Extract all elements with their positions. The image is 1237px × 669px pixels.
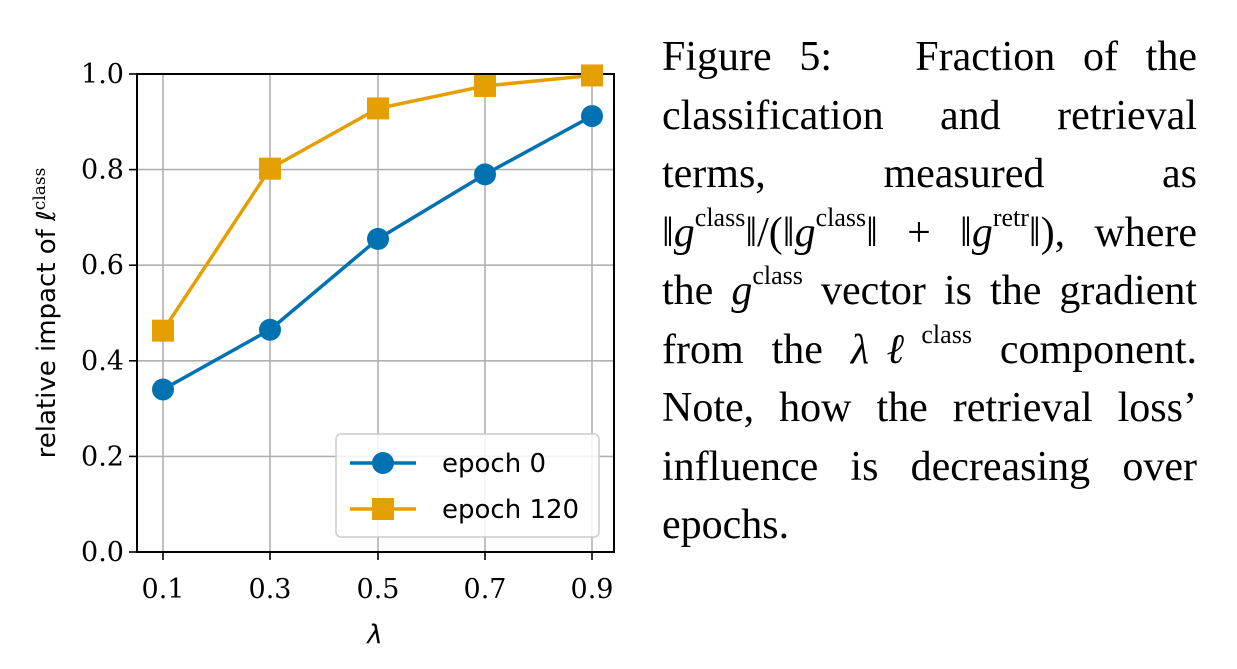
series-layer [152, 64, 603, 401]
caption-sup-class2: class [815, 202, 867, 232]
caption-math-g4: g [731, 268, 753, 314]
x-axis-ticks: 0.1 0.3 0.5 0.7 0.9 [142, 552, 614, 605]
caption-text-3: ‖ + ‖ [866, 209, 972, 256]
data-point [581, 64, 603, 87]
data-point [259, 318, 281, 341]
caption-text-5: vector is the gradient from the [662, 268, 1198, 373]
caption-sup-class1: class [694, 202, 746, 232]
figure-caption: Figure 5: Fraction of the classification… [662, 28, 1197, 555]
data-point [367, 227, 389, 250]
y-tick-label: 0.4 [81, 346, 124, 377]
data-point [152, 319, 174, 342]
x-tick-label: 0.3 [249, 574, 292, 605]
legend-label: epoch 120 [442, 495, 579, 525]
legend-marker [372, 498, 394, 520]
legend: epoch 0 epoch 120 [335, 433, 600, 538]
y-tick-label: 0.8 [81, 155, 124, 186]
caption-math-g3: g [971, 209, 993, 256]
y-tick-label: 0.6 [81, 250, 124, 281]
data-point [581, 105, 603, 128]
caption-sup-class3: class [752, 261, 803, 290]
x-axis-label: λ [365, 620, 382, 650]
data-point [367, 97, 389, 120]
series-0 [152, 105, 603, 401]
y-axis-label: relative impact of ℓclass [30, 168, 62, 459]
y-tick-label: 1.0 [81, 59, 124, 90]
x-tick-label: 0.1 [142, 574, 185, 605]
legend-entry: epoch 120 [350, 495, 579, 525]
y-axis-label-sup: class [30, 168, 50, 211]
legend-entry: epoch 0 [350, 449, 546, 479]
caption-text-6: component. Note, how the retrieval loss’… [662, 326, 1197, 549]
caption-text-2: ‖/(‖ [745, 209, 795, 256]
caption-text-4: ‖), where the [662, 209, 1197, 315]
y-axis-label-main: relative impact of ℓ [32, 210, 62, 458]
caption-math-lambda: λℓ [850, 326, 922, 373]
series-1 [152, 64, 603, 342]
data-point [474, 163, 496, 186]
caption-text-1: Fraction of the classification and retri… [662, 34, 1197, 256]
figure-label: Figure 5: [662, 34, 833, 80]
caption-sup-class4: class [921, 319, 972, 349]
plot-frame [136, 73, 615, 553]
line-chart: 0.0 0.2 0.4 0.6 0.8 1.0 0.1 0.3 0.5 0.7 0.9 λ rel… [30, 59, 615, 650]
x-tick-label: 0.7 [464, 574, 507, 605]
legend-items: epoch 0 epoch 120 [350, 449, 579, 525]
data-point [474, 74, 496, 97]
legend-box [335, 433, 600, 538]
y-tick-label: 0.0 [81, 537, 124, 568]
caption-math-g1: g [673, 209, 695, 256]
caption-sup-retr: retr [992, 202, 1029, 232]
x-tick-label: 0.5 [357, 574, 400, 605]
legend-label: epoch 0 [442, 449, 546, 479]
x-tick-label: 0.9 [571, 574, 614, 605]
y-axis-ticks: 0.0 0.2 0.4 0.6 0.8 1.0 [81, 59, 137, 568]
y-tick-label: 0.2 [81, 441, 124, 472]
caption-math-g2: g [794, 209, 816, 256]
data-point [259, 157, 281, 180]
legend-marker [372, 452, 394, 474]
data-point [152, 378, 174, 401]
